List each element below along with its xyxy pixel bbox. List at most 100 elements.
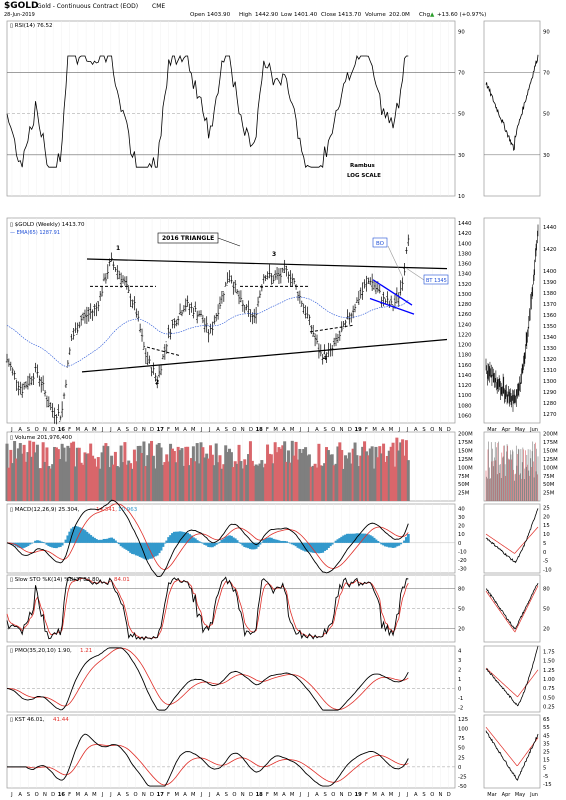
mini-volume-bar — [535, 471, 537, 501]
volume-bar — [406, 460, 410, 501]
price-bar — [142, 341, 146, 350]
volume-bar — [347, 452, 351, 501]
price-bar — [254, 307, 258, 324]
x-axis-label-bottom: A — [84, 792, 88, 798]
sto-label: ▯ Slow STO %K(14) %D(3) 84.80, — [10, 577, 101, 583]
volume-mini-tick-label: 75M — [543, 474, 555, 480]
x-axis-label-price: A — [18, 427, 22, 433]
x-axis-label-bottom: D — [51, 792, 55, 798]
volume-bar — [144, 466, 148, 501]
mini-volume-bar — [500, 477, 502, 501]
volume-mini-tick-label: 50M — [543, 482, 555, 488]
x-axis-label-price: A — [216, 427, 220, 433]
price-bar — [239, 290, 243, 303]
x-axis-label-price: A — [315, 427, 319, 433]
volume-label: ▯ Volume 201,976,400 — [10, 435, 72, 441]
price-bar — [148, 355, 151, 364]
price-bar — [211, 321, 214, 336]
pmo-label: ▯ PMO(35,20,10) 1.90, — [10, 648, 72, 654]
macd-hist-bar — [346, 533, 349, 543]
macd-hist-bar — [108, 537, 112, 543]
x-axis-label-bottom: 19 — [354, 792, 362, 798]
macd-hist-bar — [96, 540, 100, 543]
x-axis-label-price: A — [282, 427, 286, 433]
price-bar — [365, 275, 368, 292]
mini-volume-bar — [508, 458, 509, 501]
price-bar — [186, 295, 189, 307]
mini-volume-bar — [497, 443, 499, 501]
price-bar — [361, 282, 364, 300]
price-bar — [234, 280, 237, 293]
mini-volume-bar — [537, 456, 539, 501]
volume-bar — [205, 453, 209, 501]
macd-hist-bar — [243, 542, 247, 548]
price-bar — [311, 324, 315, 337]
mini-volume-bar — [487, 449, 489, 501]
price-bar — [285, 265, 288, 277]
price-bar — [64, 379, 68, 388]
mini-volume-bar — [525, 466, 527, 501]
volume-bar — [250, 460, 254, 501]
mini-volume-bar — [533, 461, 534, 501]
mini-volume-bar — [529, 475, 530, 501]
chg-value: +13.60 (+0.97%) — [437, 12, 486, 18]
mini-volume-bar — [522, 447, 524, 501]
price-bar — [150, 367, 153, 377]
mini-sto-line — [485, 582, 539, 630]
price-bar — [292, 278, 296, 285]
volume-bar — [307, 454, 311, 501]
macd-hist-bar — [37, 540, 41, 543]
pmo-tick-label: 3 — [458, 658, 461, 664]
volume-bar — [241, 468, 245, 501]
x-axis-label-bottom: M — [191, 792, 195, 798]
x-axis-label-bottom: D — [447, 792, 451, 798]
price-bar — [95, 302, 98, 317]
macd-hist-bar — [121, 542, 125, 548]
macd-hist-bar — [72, 526, 75, 543]
price-bar — [19, 381, 22, 395]
macd-hist-bar — [87, 533, 91, 543]
x-axis-label-bottom: N — [142, 792, 146, 798]
price-frame — [6, 217, 456, 424]
x-axis-label-bottom: M — [389, 792, 393, 798]
pmo-tick-label: -2 — [458, 705, 463, 711]
mini-volume-bar — [487, 478, 488, 501]
price-bar — [104, 273, 108, 284]
macd-hist-bar — [64, 539, 68, 543]
mini-volume-bar — [498, 464, 500, 501]
x-axis-label-bottom: F — [266, 792, 269, 798]
macd-hist-bar — [201, 542, 205, 544]
x-axis-label-price: S — [323, 427, 326, 433]
macd-hist-bar — [218, 541, 222, 543]
macd-hist-bar — [321, 542, 325, 553]
mini-volume-bar — [493, 460, 495, 501]
macd-hist-bar — [325, 542, 328, 550]
point-3-label: 3 — [272, 251, 276, 258]
price-tick-label: 1060 — [458, 413, 472, 419]
volume-bar — [292, 455, 296, 501]
pmo-mini-tick-label: 1.25 — [543, 668, 555, 674]
x-axis-label-bottom: F — [68, 792, 71, 798]
x-axis-label-bottom: S — [422, 792, 425, 798]
price-tick-label: 1140 — [458, 373, 472, 379]
mini-volume-bar — [498, 441, 499, 501]
price-bar — [30, 376, 33, 386]
sto-mini-tick-label: 80 — [543, 586, 550, 592]
price-bar — [342, 320, 345, 329]
mini-volume-bar — [496, 474, 498, 501]
volume-bar — [132, 449, 136, 501]
x-axis-label-price: J — [307, 427, 310, 433]
price-bar — [228, 270, 231, 283]
macd-hist-bar — [258, 542, 262, 545]
volume-bar — [315, 467, 319, 501]
price-bar — [256, 296, 260, 307]
price-bar — [213, 315, 216, 325]
price-bar — [405, 247, 408, 254]
volume-bar — [32, 441, 36, 501]
price-mini-tick-label: 1400 — [543, 269, 557, 275]
volume-bar — [188, 465, 192, 501]
triangle-pointer — [217, 237, 241, 247]
mini-volume-bar — [536, 448, 537, 501]
x-axis-label-price: N — [142, 427, 146, 433]
volume-bar — [30, 456, 34, 501]
